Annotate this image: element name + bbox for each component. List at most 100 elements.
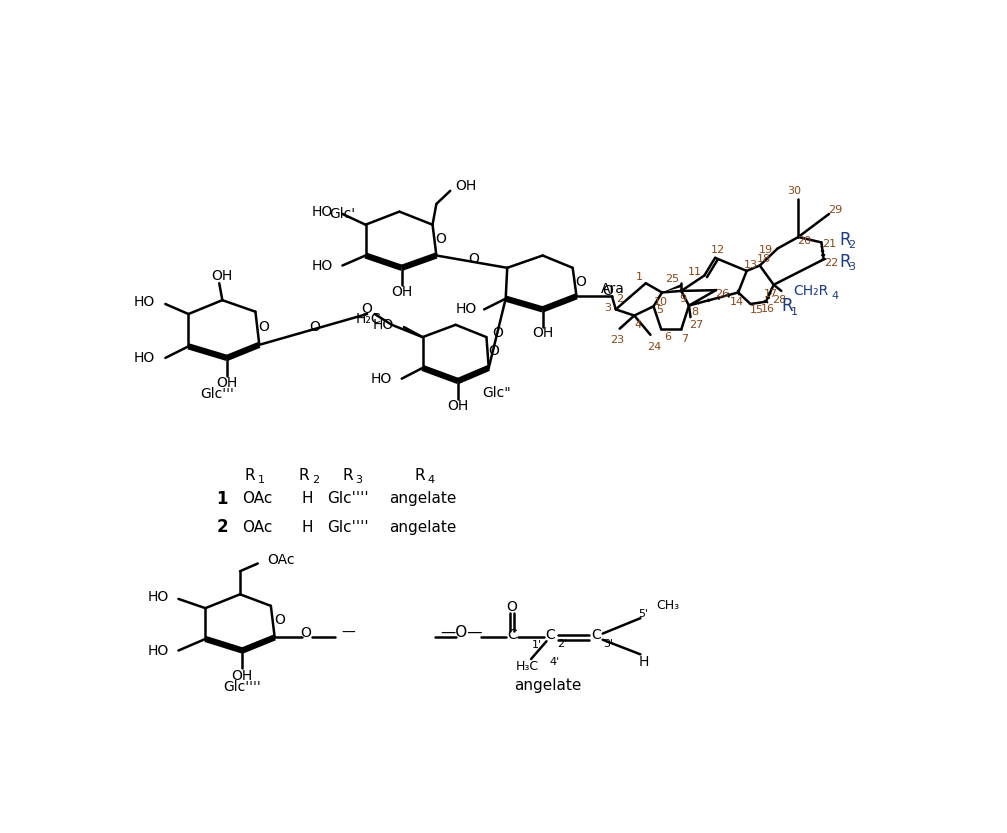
Text: 1: 1: [790, 307, 798, 317]
Text: Glc'''': Glc'''': [327, 520, 369, 535]
Text: R: R: [342, 468, 353, 483]
Text: 13: 13: [743, 260, 757, 270]
Text: 17: 17: [764, 289, 778, 299]
Text: 10: 10: [654, 297, 668, 307]
Text: 8: 8: [691, 307, 698, 317]
Text: CH₂R: CH₂R: [793, 284, 828, 298]
Text: OH: OH: [391, 286, 413, 299]
Text: HO: HO: [134, 351, 155, 365]
Text: angelate: angelate: [389, 520, 456, 535]
Text: Glc': Glc': [329, 207, 355, 221]
Text: —: —: [341, 626, 354, 640]
Text: H: H: [639, 655, 650, 669]
Text: 28: 28: [772, 295, 786, 305]
Text: 21: 21: [822, 239, 836, 249]
Text: 15: 15: [750, 305, 763, 315]
Text: OH: OH: [211, 268, 233, 282]
Text: 2: 2: [217, 518, 229, 536]
Text: 4: 4: [634, 320, 641, 330]
Text: 30: 30: [787, 186, 802, 196]
Text: 2: 2: [848, 240, 856, 250]
Text: R: R: [840, 231, 852, 249]
Text: 14: 14: [730, 297, 744, 307]
Text: 26: 26: [715, 289, 729, 299]
Text: R: R: [245, 468, 256, 483]
Text: 20: 20: [798, 236, 812, 246]
Text: Glc'''': Glc'''': [327, 491, 369, 506]
Text: 24: 24: [648, 342, 662, 352]
Text: 12: 12: [710, 245, 724, 255]
Text: OH: OH: [217, 377, 238, 391]
Text: 18: 18: [756, 254, 770, 264]
Text: Glc": Glc": [482, 386, 511, 400]
Polygon shape: [662, 284, 682, 292]
Text: 3': 3': [603, 639, 613, 649]
Text: C: C: [592, 628, 601, 642]
Polygon shape: [689, 288, 717, 306]
Text: R: R: [414, 468, 425, 483]
Text: OH: OH: [232, 669, 253, 683]
Text: 3: 3: [848, 262, 855, 272]
Text: 23: 23: [610, 335, 624, 345]
Text: 11: 11: [688, 267, 702, 277]
Text: Glc''': Glc''': [200, 387, 234, 402]
Text: O: O: [492, 326, 504, 340]
Text: R: R: [781, 297, 793, 316]
Text: —O—: —O—: [440, 626, 483, 641]
Text: HO: HO: [147, 590, 168, 604]
Text: OH: OH: [455, 179, 477, 193]
Text: 16: 16: [761, 304, 775, 314]
Text: angelate: angelate: [515, 678, 582, 693]
Text: O: O: [309, 320, 320, 334]
Text: 4: 4: [427, 476, 434, 486]
Text: O: O: [436, 232, 446, 246]
Text: angelate: angelate: [389, 491, 456, 506]
Text: HO: HO: [371, 372, 392, 386]
Text: 19: 19: [759, 245, 773, 255]
Text: O: O: [602, 284, 613, 298]
Text: 29: 29: [828, 205, 843, 215]
Text: HO: HO: [311, 258, 332, 272]
Text: H₃C: H₃C: [516, 661, 539, 673]
Polygon shape: [620, 316, 634, 330]
Text: 5: 5: [657, 305, 664, 315]
Text: OAc: OAc: [243, 491, 273, 506]
Text: 1: 1: [217, 490, 228, 508]
Text: 5': 5': [637, 609, 648, 619]
Text: H: H: [301, 520, 313, 535]
Text: O: O: [300, 626, 311, 640]
Text: O: O: [362, 302, 373, 317]
Text: H: H: [301, 491, 313, 506]
Text: 27: 27: [690, 320, 704, 330]
Text: 25: 25: [665, 274, 679, 284]
Text: H₂C: H₂C: [355, 312, 381, 327]
Text: R: R: [299, 468, 309, 483]
Text: O: O: [488, 344, 498, 358]
Text: HO: HO: [147, 644, 168, 658]
Text: 1': 1': [532, 640, 542, 650]
Text: 1: 1: [636, 272, 643, 282]
Text: HO: HO: [134, 295, 155, 309]
Text: 4: 4: [832, 291, 839, 301]
Text: O: O: [507, 600, 518, 614]
Text: OAc: OAc: [243, 520, 273, 535]
Text: HO: HO: [455, 302, 476, 317]
Text: OAc: OAc: [267, 553, 294, 567]
Text: 6: 6: [664, 332, 671, 342]
Text: 3: 3: [604, 303, 611, 313]
Text: O: O: [468, 252, 478, 267]
Text: O: O: [259, 320, 269, 334]
Text: O: O: [274, 613, 285, 627]
Text: 4': 4': [549, 657, 559, 667]
Text: R: R: [840, 252, 852, 271]
Text: Glc'''': Glc'''': [224, 680, 261, 694]
Text: HO: HO: [373, 318, 394, 332]
Text: C: C: [507, 628, 517, 642]
Text: OH: OH: [447, 399, 468, 413]
Text: O: O: [576, 275, 587, 289]
Text: 2': 2': [557, 639, 567, 649]
Text: 3: 3: [355, 476, 363, 486]
Text: OH: OH: [532, 327, 553, 340]
Text: 2: 2: [616, 294, 623, 304]
Text: Ara: Ara: [600, 282, 624, 296]
